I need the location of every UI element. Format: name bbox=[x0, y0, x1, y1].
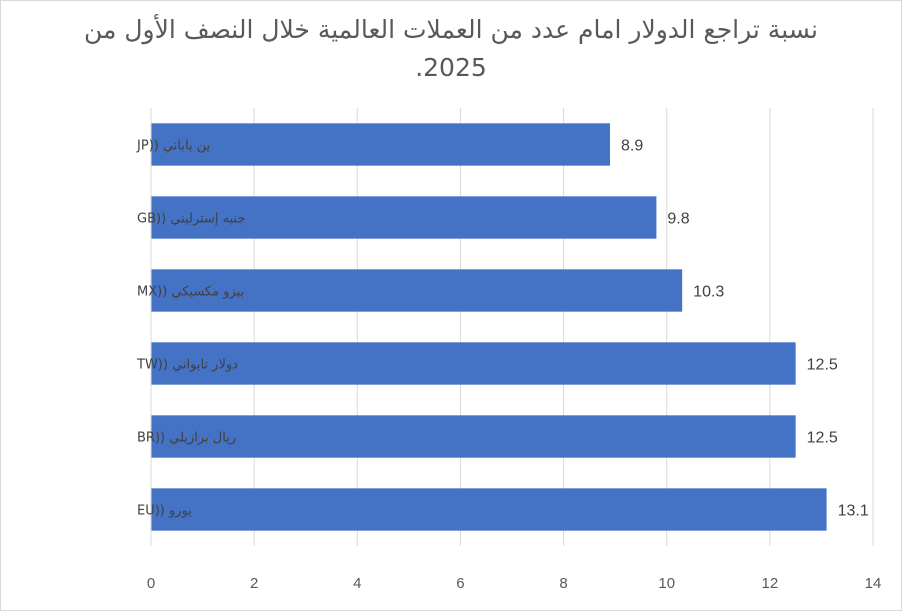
bar bbox=[151, 415, 796, 458]
x-tick-label: 10 bbox=[658, 575, 675, 592]
bars bbox=[151, 123, 827, 531]
category-labels: ين ياباني ((JP جنيه إسترليني ((GB بيزو مكس… bbox=[136, 139, 246, 519]
category-label: دولار تايواني ((TW bbox=[136, 358, 238, 373]
category-label: ين ياباني ((JP bbox=[136, 139, 211, 154]
chart-title: نسبة تراجع الدولار امام عدد من العملات ا… bbox=[83, 15, 819, 82]
data-label: 10.3 bbox=[693, 284, 724, 301]
x-tick-label: 2 bbox=[250, 575, 258, 592]
x-tick-label: 4 bbox=[353, 575, 361, 592]
x-tick-label: 12 bbox=[762, 575, 779, 592]
bar bbox=[151, 342, 796, 385]
data-labels: 8.9 9.8 10.3 12.5 12.5 13.1 bbox=[621, 138, 869, 520]
bar bbox=[151, 196, 657, 239]
category-label: يورو ((EU bbox=[137, 504, 192, 519]
x-tick-label: 0 bbox=[147, 575, 155, 592]
data-label: 12.5 bbox=[807, 430, 838, 447]
bar bbox=[151, 123, 610, 166]
category-label: بيزو مكسيكي ((MX bbox=[137, 285, 244, 300]
category-label: جنيه إسترليني ((GB bbox=[137, 212, 246, 227]
x-tick-label: 8 bbox=[559, 575, 567, 592]
data-label: 12.5 bbox=[807, 357, 838, 374]
x-tick-label: 6 bbox=[456, 575, 464, 592]
bar bbox=[151, 488, 827, 531]
category-label: ريال برازيلي ((BR bbox=[137, 431, 236, 446]
data-label: 9.8 bbox=[667, 211, 689, 228]
x-tick-label: 14 bbox=[865, 575, 882, 592]
gridlines bbox=[150, 108, 874, 546]
bar bbox=[151, 269, 683, 312]
data-label: 13.1 bbox=[838, 503, 869, 520]
data-label: 8.9 bbox=[621, 138, 643, 155]
x-axis: 0 2 4 6 8 10 12 14 bbox=[147, 108, 882, 592]
